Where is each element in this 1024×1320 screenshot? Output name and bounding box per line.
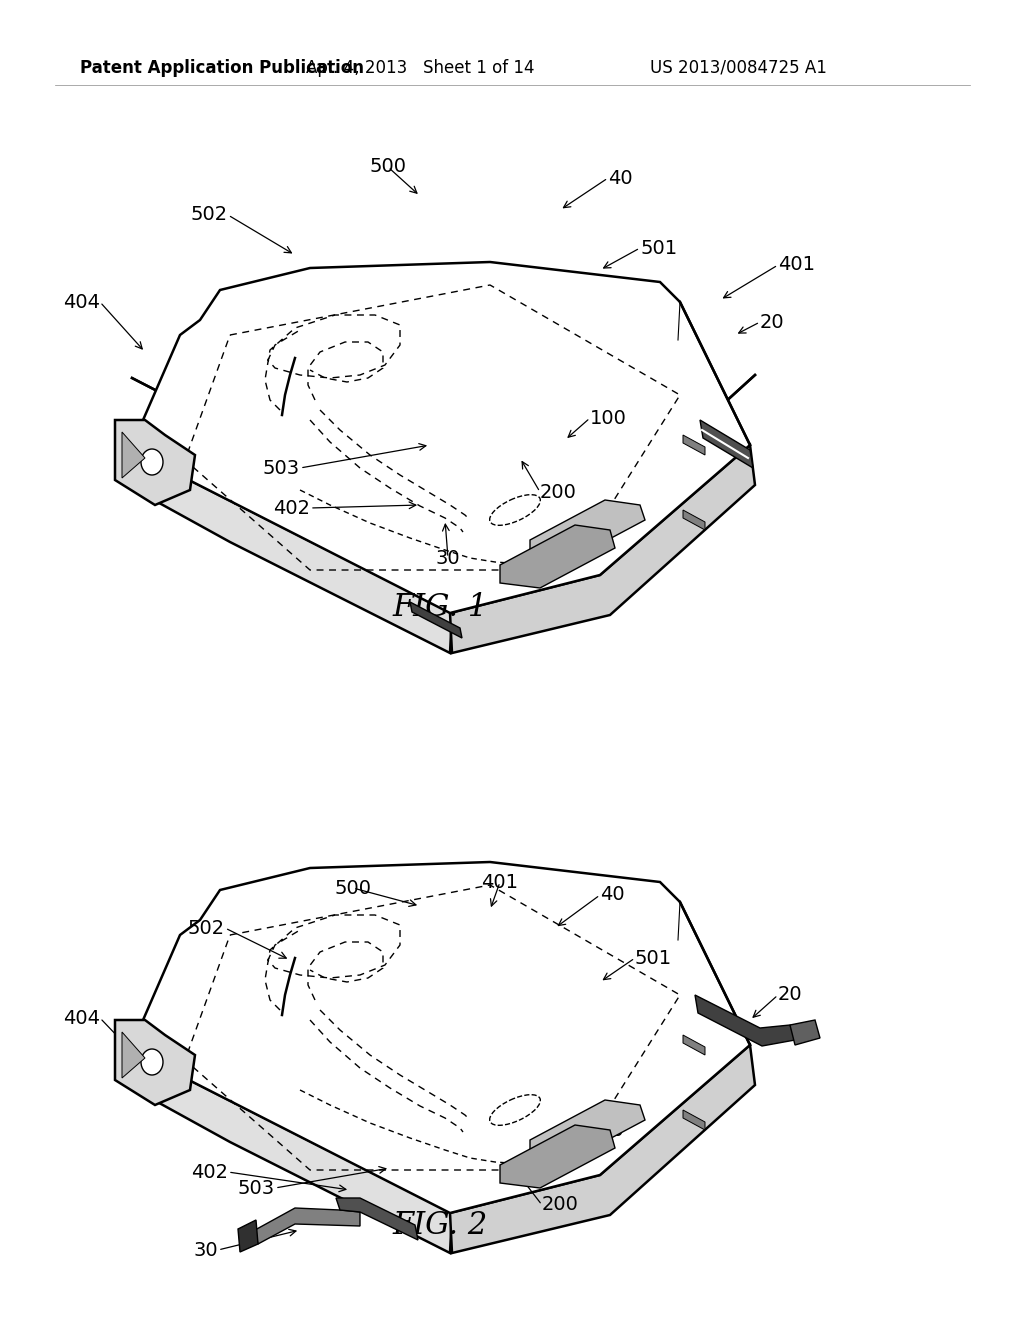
Text: 20: 20 — [760, 313, 784, 331]
Polygon shape — [683, 436, 705, 455]
Text: 402: 402 — [273, 499, 310, 517]
Polygon shape — [238, 1220, 258, 1251]
Text: 401: 401 — [778, 256, 815, 275]
Text: 503: 503 — [238, 1179, 275, 1197]
Text: FIG. 1: FIG. 1 — [392, 593, 487, 623]
Ellipse shape — [141, 1049, 163, 1074]
Polygon shape — [450, 1045, 755, 1253]
Text: 200: 200 — [540, 483, 577, 502]
Polygon shape — [130, 450, 452, 653]
Ellipse shape — [141, 449, 163, 475]
Text: 20: 20 — [778, 986, 803, 1005]
Text: 200: 200 — [542, 1196, 579, 1214]
Polygon shape — [450, 445, 755, 653]
Text: 501: 501 — [635, 949, 672, 968]
Text: 402: 402 — [191, 1163, 228, 1181]
Text: Apr. 4, 2013   Sheet 1 of 14: Apr. 4, 2013 Sheet 1 of 14 — [306, 59, 535, 77]
Text: US 2013/0084725 A1: US 2013/0084725 A1 — [650, 59, 826, 77]
Text: FIG. 2: FIG. 2 — [392, 1209, 487, 1241]
Polygon shape — [115, 420, 195, 506]
Text: 500: 500 — [370, 157, 407, 177]
Text: 502: 502 — [190, 206, 228, 224]
Polygon shape — [255, 1208, 360, 1243]
Polygon shape — [115, 1020, 195, 1105]
Text: 404: 404 — [63, 1008, 100, 1027]
Polygon shape — [130, 862, 750, 1213]
Polygon shape — [530, 500, 645, 560]
Polygon shape — [683, 1035, 705, 1055]
Text: 30: 30 — [194, 1241, 218, 1259]
Polygon shape — [695, 995, 795, 1045]
Polygon shape — [700, 420, 753, 469]
Text: 502: 502 — [187, 919, 225, 937]
Polygon shape — [336, 1199, 418, 1239]
Polygon shape — [790, 1020, 820, 1045]
Polygon shape — [683, 510, 705, 531]
Text: Patent Application Publication: Patent Application Publication — [80, 59, 364, 77]
Polygon shape — [410, 602, 462, 638]
Polygon shape — [500, 1125, 615, 1188]
Text: 404: 404 — [63, 293, 100, 312]
Text: 40: 40 — [608, 169, 633, 187]
Text: 501: 501 — [640, 239, 677, 257]
Polygon shape — [130, 1049, 452, 1253]
Text: 100: 100 — [590, 408, 627, 428]
Text: 500: 500 — [335, 879, 372, 898]
Text: 40: 40 — [600, 886, 625, 904]
Polygon shape — [122, 432, 145, 478]
Text: 30: 30 — [435, 549, 461, 568]
Polygon shape — [683, 1110, 705, 1130]
Polygon shape — [130, 261, 750, 612]
Text: 401: 401 — [481, 873, 518, 891]
Polygon shape — [500, 525, 615, 587]
Polygon shape — [122, 1032, 145, 1078]
Polygon shape — [530, 1100, 645, 1160]
Text: 503: 503 — [263, 458, 300, 478]
Text: 100: 100 — [588, 1121, 625, 1139]
